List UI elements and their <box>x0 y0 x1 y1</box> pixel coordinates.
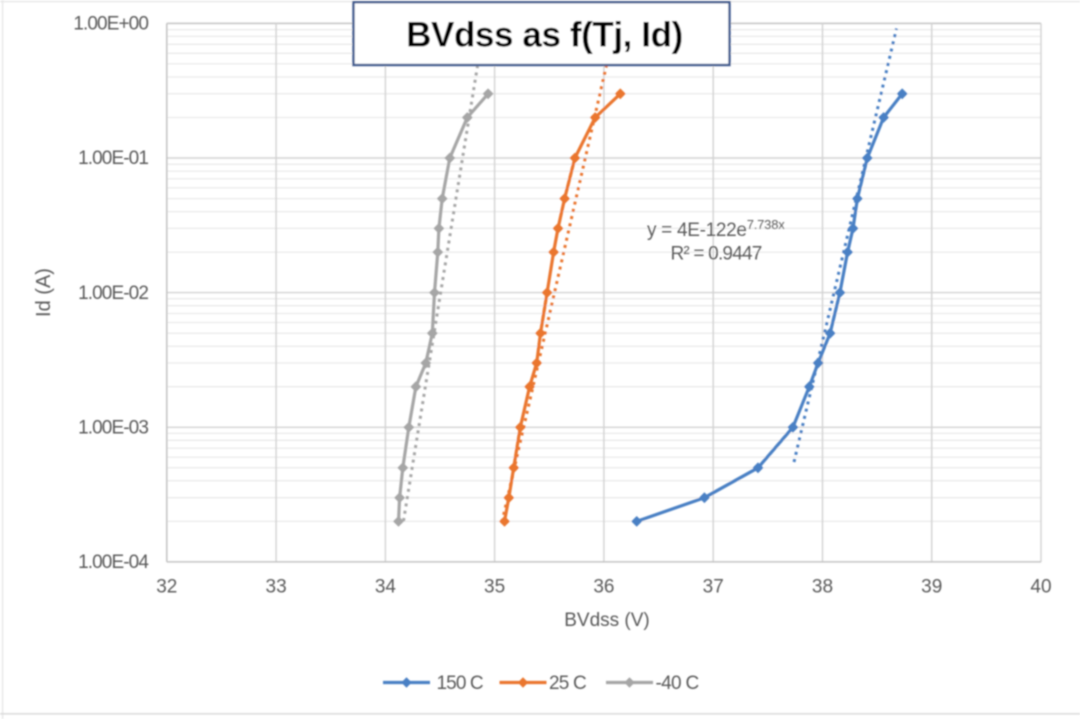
svg-text:25 C: 25 C <box>549 673 586 694</box>
svg-text:1.00E+00: 1.00E+00 <box>73 14 148 35</box>
svg-text:1.00E-02: 1.00E-02 <box>78 283 148 304</box>
svg-text:32: 32 <box>156 577 177 598</box>
svg-text:1.00E-04: 1.00E-04 <box>78 552 149 573</box>
svg-text:150 C: 150 C <box>437 673 483 694</box>
svg-text:39: 39 <box>921 577 942 598</box>
svg-text:37: 37 <box>703 577 724 598</box>
svg-text:35: 35 <box>484 577 505 598</box>
svg-text:Id (A): Id (A) <box>33 268 55 317</box>
svg-text:38: 38 <box>812 577 833 598</box>
svg-text:BVdss as f(Tj, Id): BVdss as f(Tj, Id) <box>406 16 683 55</box>
svg-text:-40 C: -40 C <box>656 673 699 694</box>
svg-text:BVdss (V): BVdss (V) <box>564 610 650 631</box>
svg-text:R² = 0.9447: R² = 0.9447 <box>670 244 761 265</box>
svg-text:33: 33 <box>266 577 287 598</box>
svg-text:34: 34 <box>375 577 397 598</box>
svg-text:40: 40 <box>1030 577 1051 598</box>
svg-text:1.00E-01: 1.00E-01 <box>78 148 148 169</box>
svg-text:1.00E-03: 1.00E-03 <box>78 418 148 439</box>
svg-text:36: 36 <box>593 577 614 598</box>
